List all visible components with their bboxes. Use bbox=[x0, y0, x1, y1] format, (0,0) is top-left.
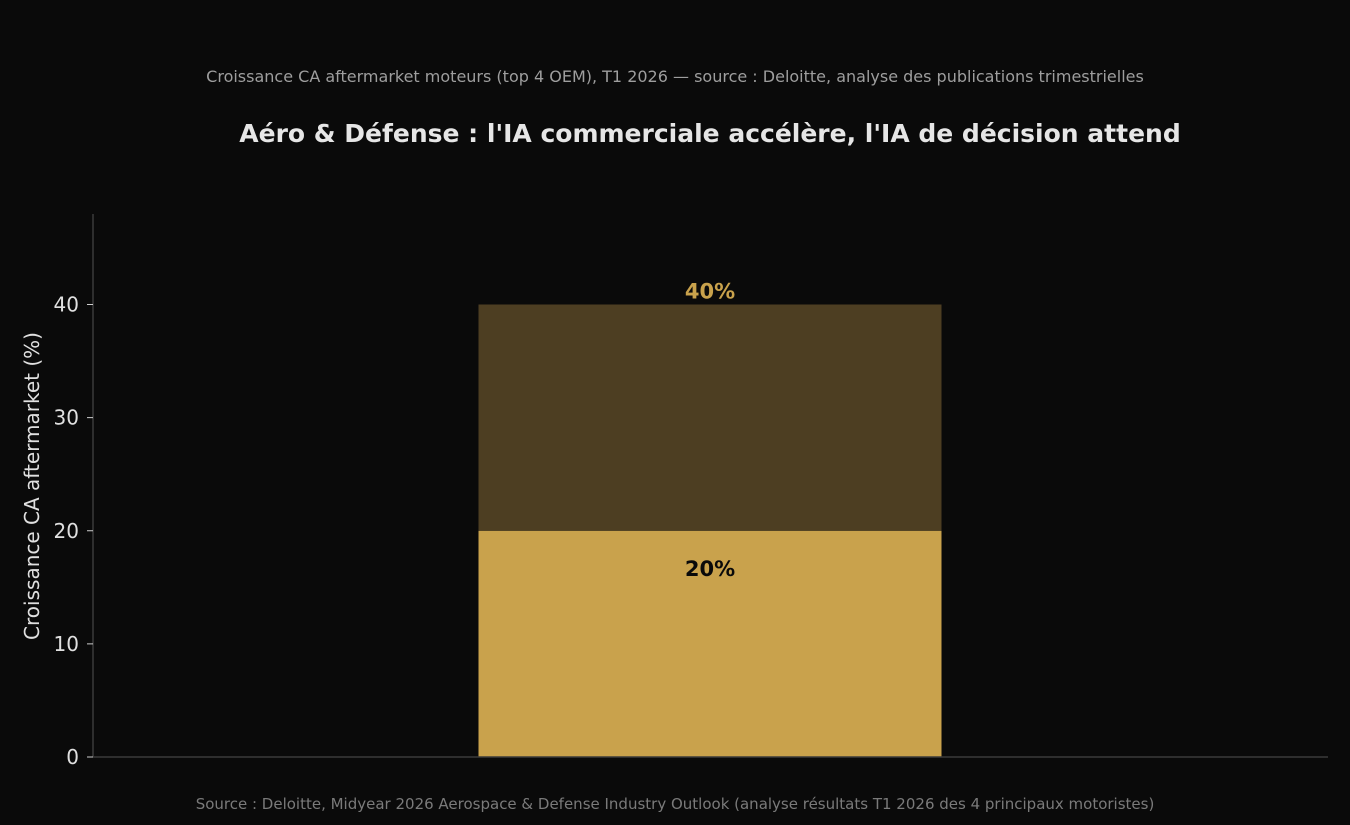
chart-title: Aéro & Défense : l'IA commerciale accélè… bbox=[239, 119, 1180, 148]
y-tick-label: 40 bbox=[54, 293, 79, 317]
bar-segment-1 bbox=[478, 530, 942, 757]
y-tick-label: 10 bbox=[54, 632, 79, 656]
y-tick-label: 30 bbox=[54, 406, 79, 430]
bar-segment-label: 20% bbox=[685, 557, 735, 581]
bar-segment-2 bbox=[478, 304, 942, 531]
chart-source: Source : Deloitte, Midyear 2026 Aerospac… bbox=[196, 795, 1155, 813]
bar-total-label: 40% bbox=[685, 280, 735, 304]
y-tick-label: 20 bbox=[54, 519, 79, 543]
plot-area: 20% 40% 0 10 20 30 40 bbox=[54, 214, 1328, 769]
y-axis-label: Croissance CA aftermarket (%) bbox=[20, 332, 44, 640]
chart-subtitle: Croissance CA aftermarket moteurs (top 4… bbox=[206, 67, 1144, 86]
y-tick-label: 0 bbox=[66, 745, 79, 769]
